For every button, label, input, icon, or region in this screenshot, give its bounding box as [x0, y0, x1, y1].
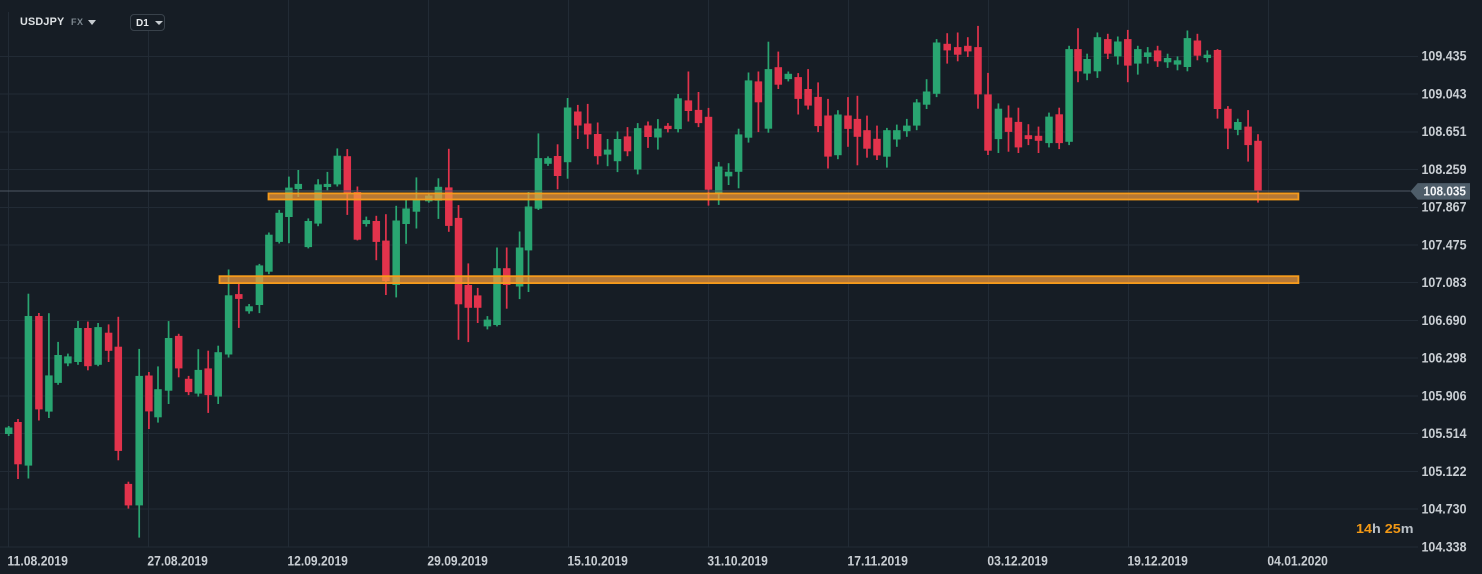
svg-text:108.651: 108.651 [1422, 124, 1467, 139]
svg-text:105.122: 105.122 [1422, 464, 1467, 479]
svg-text:109.435: 109.435 [1422, 49, 1467, 64]
svg-text:108.035: 108.035 [1423, 185, 1466, 199]
svg-text:29.09.2019: 29.09.2019 [427, 553, 488, 569]
svg-text:108.259: 108.259 [1422, 162, 1467, 177]
svg-text:17.11.2019: 17.11.2019 [847, 553, 908, 569]
svg-text:105.514: 105.514 [1422, 426, 1467, 441]
svg-text:107.475: 107.475 [1422, 237, 1467, 252]
svg-text:109.043: 109.043 [1422, 86, 1467, 101]
svg-text:15.10.2019: 15.10.2019 [567, 553, 628, 569]
svg-text:104.338: 104.338 [1422, 539, 1467, 554]
svg-text:19.12.2019: 19.12.2019 [1127, 553, 1188, 569]
svg-text:106.690: 106.690 [1422, 313, 1467, 328]
svg-text:04.01.2020: 04.01.2020 [1267, 553, 1328, 569]
svg-text:107.867: 107.867 [1422, 200, 1467, 215]
svg-text:31.10.2019: 31.10.2019 [707, 553, 768, 569]
svg-text:27.08.2019: 27.08.2019 [147, 553, 208, 569]
svg-text:105.906: 105.906 [1422, 388, 1467, 403]
svg-text:104.730: 104.730 [1422, 502, 1467, 517]
svg-text:12.09.2019: 12.09.2019 [287, 553, 348, 569]
svg-text:106.298: 106.298 [1422, 351, 1467, 366]
svg-text:03.12.2019: 03.12.2019 [987, 553, 1048, 569]
svg-text:14h 25m: 14 h 25 m [1356, 521, 1414, 536]
svg-text:107.083: 107.083 [1422, 275, 1467, 290]
svg-text:11.08.2019: 11.08.2019 [7, 553, 68, 569]
